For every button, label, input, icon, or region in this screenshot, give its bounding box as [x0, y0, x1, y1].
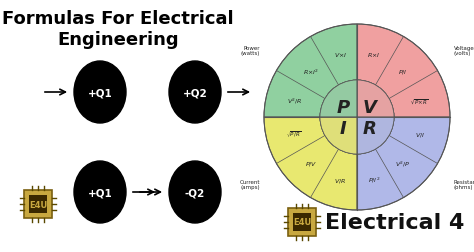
Wedge shape	[357, 81, 394, 117]
Text: $\sqrt{P{\times}R}$: $\sqrt{P{\times}R}$	[410, 96, 429, 105]
Text: P: P	[337, 99, 350, 116]
FancyBboxPatch shape	[293, 213, 311, 231]
Text: Resistance
(ohms): Resistance (ohms)	[454, 179, 474, 190]
Ellipse shape	[74, 161, 126, 223]
Text: R: R	[363, 119, 377, 137]
Text: $V/I$: $V/I$	[415, 130, 425, 138]
Text: V: V	[363, 99, 377, 116]
Text: $P/V$: $P/V$	[305, 159, 317, 167]
Text: Voltage
(volts): Voltage (volts)	[454, 45, 474, 56]
Text: E4U: E4U	[293, 218, 311, 227]
Text: +Q1: +Q1	[88, 88, 112, 98]
Wedge shape	[357, 117, 394, 154]
Ellipse shape	[169, 161, 221, 223]
Ellipse shape	[169, 62, 221, 123]
Wedge shape	[357, 117, 450, 210]
Circle shape	[320, 81, 394, 154]
Wedge shape	[320, 81, 357, 117]
Text: $R{\times}I^2$: $R{\times}I^2$	[303, 67, 319, 76]
Text: $R{\times}I$: $R{\times}I$	[367, 51, 381, 59]
Text: Power
(watts): Power (watts)	[241, 45, 260, 56]
Wedge shape	[320, 117, 357, 154]
FancyBboxPatch shape	[24, 190, 52, 218]
Text: Electrical 4 U: Electrical 4 U	[325, 212, 474, 232]
Text: $P/I^2$: $P/I^2$	[368, 175, 380, 185]
Wedge shape	[357, 81, 394, 117]
Wedge shape	[320, 117, 357, 154]
Text: +Q2: +Q2	[182, 88, 207, 98]
FancyBboxPatch shape	[29, 195, 47, 213]
Text: Current
(amps): Current (amps)	[239, 179, 260, 190]
Text: I: I	[340, 119, 346, 137]
Wedge shape	[264, 117, 357, 210]
Wedge shape	[357, 117, 394, 154]
Wedge shape	[357, 25, 450, 117]
Text: $V^2/P$: $V^2/P$	[395, 159, 410, 168]
Text: $V/R$: $V/R$	[334, 176, 346, 184]
Text: Engineering: Engineering	[57, 31, 179, 49]
Text: E4U: E4U	[29, 200, 47, 209]
Text: $P/I$: $P/I$	[398, 68, 408, 76]
Text: $\sqrt{P/R}$: $\sqrt{P/R}$	[286, 129, 302, 139]
Text: $V{\times}I$: $V{\times}I$	[334, 51, 347, 59]
Text: $V^2/R$: $V^2/R$	[287, 96, 302, 105]
Text: +Q1: +Q1	[88, 187, 112, 197]
Text: -Q2: -Q2	[185, 187, 205, 197]
Text: Formulas For Electrical: Formulas For Electrical	[2, 10, 234, 28]
Wedge shape	[320, 81, 357, 117]
Ellipse shape	[74, 62, 126, 123]
Wedge shape	[264, 25, 357, 117]
FancyBboxPatch shape	[288, 208, 316, 236]
